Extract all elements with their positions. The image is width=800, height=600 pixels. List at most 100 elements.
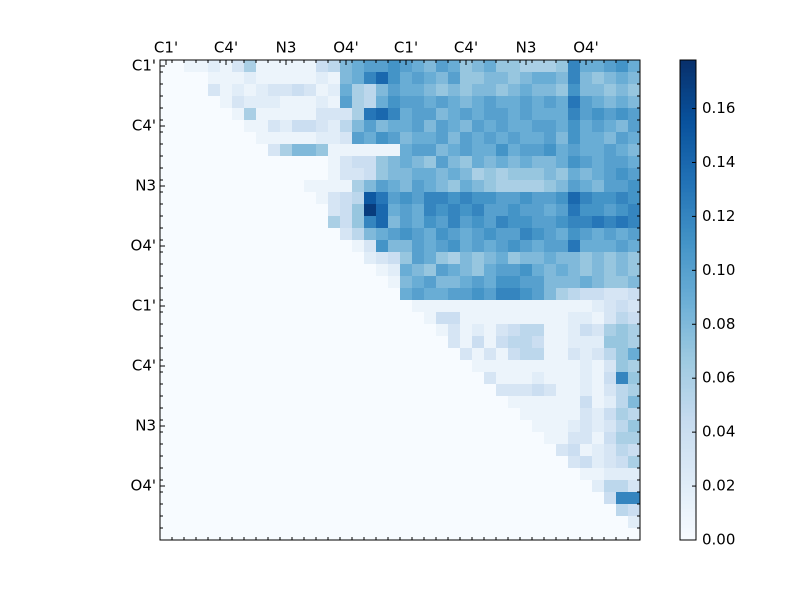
heatmap-cell xyxy=(268,252,281,265)
heatmap-cell xyxy=(388,144,401,157)
heatmap-cell xyxy=(340,276,353,289)
heatmap-cell xyxy=(364,60,377,73)
heatmap-cell xyxy=(184,276,197,289)
heatmap-cell xyxy=(244,324,257,337)
heatmap-cell xyxy=(304,468,317,481)
heatmap-cell xyxy=(520,276,533,289)
heatmap-cell xyxy=(208,372,221,385)
heatmap-cell xyxy=(172,300,185,313)
heatmap-cell xyxy=(160,348,173,361)
heatmap-cell xyxy=(292,264,305,277)
heatmap-cell xyxy=(184,228,197,241)
heatmap-cell xyxy=(508,192,521,205)
heatmap-cell xyxy=(364,204,377,217)
colorbar-segment xyxy=(680,356,696,361)
heatmap-cell xyxy=(256,468,269,481)
heatmap-cell xyxy=(364,468,377,481)
y-tick-label: C4' xyxy=(132,357,156,375)
heatmap-cell xyxy=(280,84,293,97)
heatmap-cell xyxy=(232,252,245,265)
colorbar-segment xyxy=(680,332,696,337)
y-tick-label: N3 xyxy=(135,177,156,195)
heatmap-cell xyxy=(340,360,353,373)
heatmap-cell xyxy=(364,156,377,169)
heatmap-cell xyxy=(484,360,497,373)
heatmap-cell xyxy=(172,216,185,229)
heatmap-cell xyxy=(448,372,461,385)
heatmap-cell xyxy=(460,168,473,181)
heatmap-cell xyxy=(448,264,461,277)
heatmap-cell xyxy=(424,492,437,505)
heatmap-cell xyxy=(400,408,413,421)
heatmap-cell xyxy=(460,60,473,73)
heatmap-cell xyxy=(232,528,245,541)
heatmap-cell xyxy=(592,348,605,361)
heatmap-cell xyxy=(496,456,509,469)
heatmap-cell xyxy=(580,324,593,337)
heatmap-cell xyxy=(532,288,545,301)
heatmap-cell xyxy=(604,492,617,505)
heatmap-cell xyxy=(352,132,365,145)
heatmap-cell xyxy=(628,264,641,277)
heatmap-cell xyxy=(508,504,521,517)
heatmap-cell xyxy=(328,516,341,529)
heatmap-cell xyxy=(340,336,353,349)
heatmap-cell xyxy=(376,132,389,145)
heatmap-cell xyxy=(556,408,569,421)
heatmap-cell xyxy=(328,288,341,301)
heatmap-cell xyxy=(304,288,317,301)
heatmap-cell xyxy=(244,516,257,529)
heatmap-cell xyxy=(472,300,485,313)
heatmap-cell xyxy=(208,432,221,445)
x-tick-label: O4' xyxy=(333,39,358,57)
heatmap-cell xyxy=(388,288,401,301)
heatmap-cell xyxy=(460,228,473,241)
heatmap-cell xyxy=(496,60,509,73)
heatmap-cell xyxy=(448,324,461,337)
heatmap-cell xyxy=(280,492,293,505)
colorbar-segment xyxy=(680,244,696,249)
heatmap-cell xyxy=(484,96,497,109)
heatmap-cell xyxy=(592,396,605,409)
heatmap-cell xyxy=(496,252,509,265)
heatmap-cell xyxy=(316,228,329,241)
heatmap-cell xyxy=(556,300,569,313)
heatmap-cell xyxy=(460,324,473,337)
heatmap-cell xyxy=(520,396,533,409)
heatmap-cell xyxy=(292,336,305,349)
heatmap-cell xyxy=(568,492,581,505)
heatmap-cell xyxy=(220,192,233,205)
heatmap-cell xyxy=(172,372,185,385)
heatmap-cell xyxy=(424,420,437,433)
heatmap-cell xyxy=(436,480,449,493)
heatmap-cell xyxy=(616,156,629,169)
heatmap-cell xyxy=(220,420,233,433)
heatmap-cell xyxy=(436,132,449,145)
heatmap-cell xyxy=(568,60,581,73)
colorbar-segment xyxy=(680,312,696,317)
heatmap-cell xyxy=(172,276,185,289)
heatmap-cell xyxy=(268,300,281,313)
heatmap-cell xyxy=(268,312,281,325)
heatmap-cell xyxy=(412,72,425,85)
heatmap-cell xyxy=(424,456,437,469)
heatmap-cell xyxy=(544,144,557,157)
heatmap-cell xyxy=(604,456,617,469)
heatmap-cell xyxy=(544,108,557,121)
heatmap-cell xyxy=(484,372,497,385)
heatmap-cell xyxy=(424,504,437,517)
heatmap-cell xyxy=(220,156,233,169)
heatmap-cell xyxy=(160,120,173,133)
heatmap-cell xyxy=(520,108,533,121)
heatmap-cell xyxy=(292,432,305,445)
heatmap-cell xyxy=(376,288,389,301)
colorbar-segment xyxy=(680,368,696,373)
heatmap-cell xyxy=(184,252,197,265)
heatmap-cell xyxy=(400,216,413,229)
heatmap-cell xyxy=(304,528,317,541)
heatmap-cell xyxy=(604,96,617,109)
heatmap-cell xyxy=(520,504,533,517)
heatmap-cell xyxy=(616,168,629,181)
heatmap-cell xyxy=(604,252,617,265)
